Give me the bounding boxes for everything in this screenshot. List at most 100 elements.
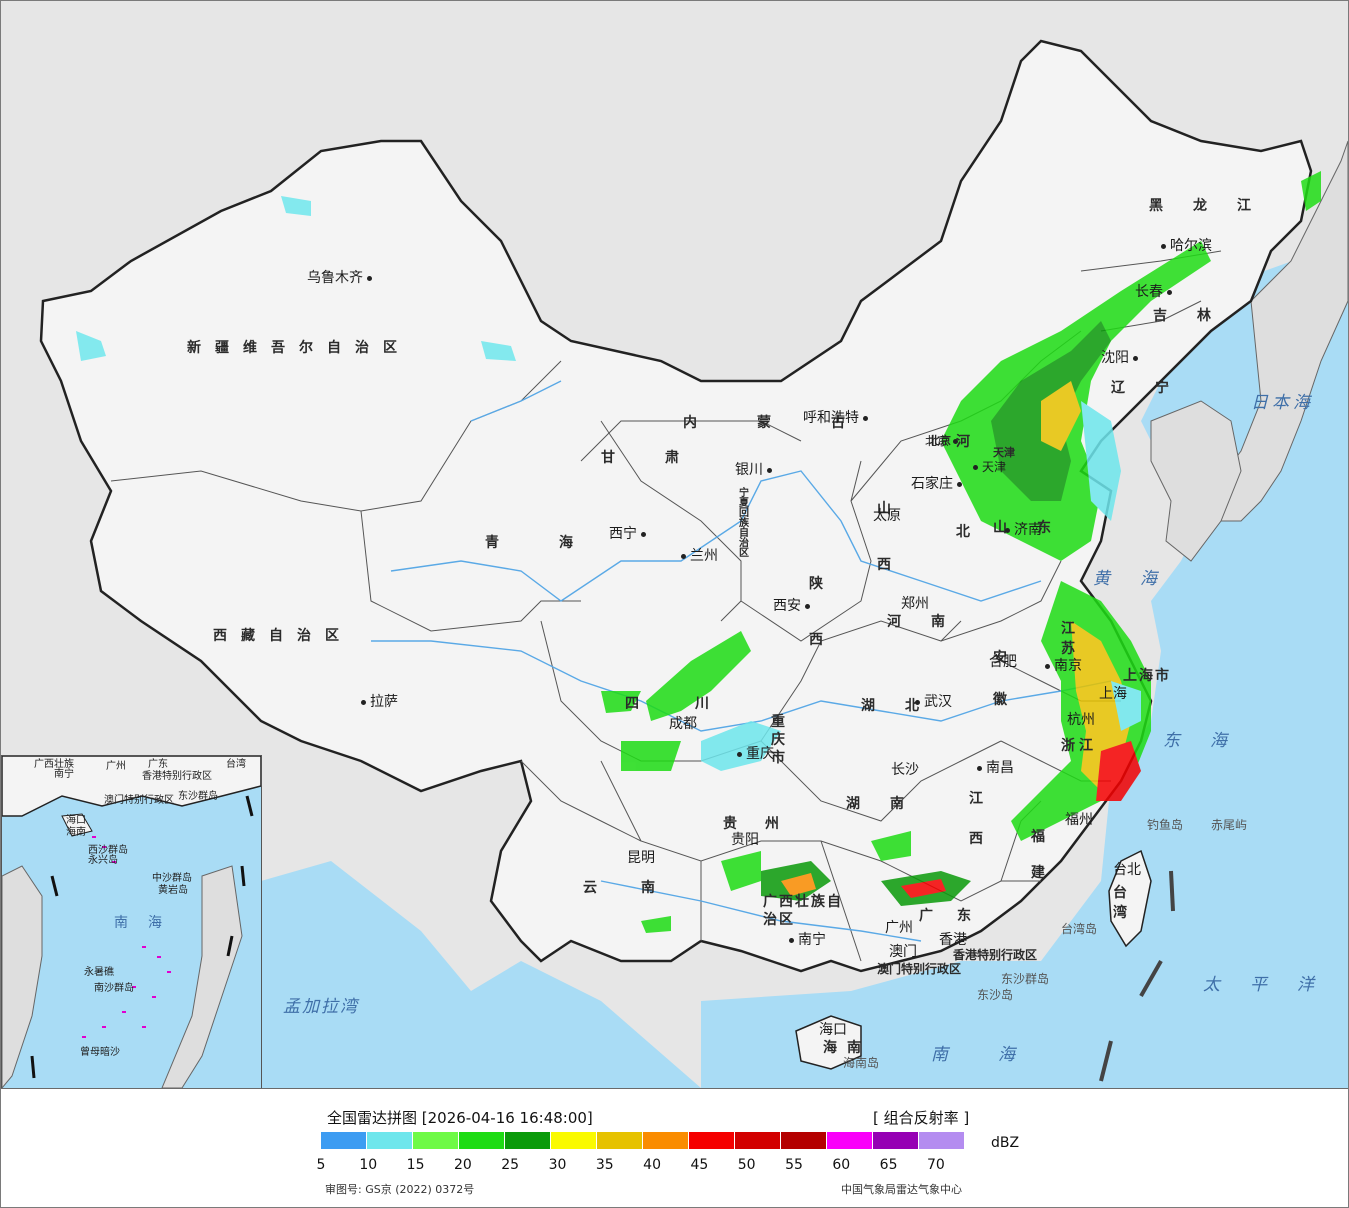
city-marker-icon (767, 467, 772, 473)
city-beijing[interactable]: 北京 (925, 435, 962, 447)
city-label: 沈阳 (1101, 350, 1129, 366)
inset-label: 东沙群岛 (178, 791, 218, 802)
city-nanning[interactable]: 南宁 (785, 933, 826, 947)
inset-label: 中沙群岛 (152, 873, 192, 884)
color-scale-bar (321, 1132, 965, 1149)
city-nanjing[interactable]: 南京 (1041, 659, 1082, 673)
city-shenyang[interactable]: 沈阳 (1101, 351, 1142, 365)
city-fuzhou[interactable]: 福州 (1065, 813, 1093, 827)
color-scale-tick-label: 25 (501, 1157, 520, 1173)
south-china-sea-inset[interactable]: 广西壮族 广州 南宁 香港特别行政区 澳门特别行政区 东沙群岛 海口 海南 西沙… (1, 755, 262, 1088)
city-changchun[interactable]: 长春 (1135, 285, 1176, 299)
color-scale-cell (735, 1132, 780, 1149)
city-xining[interactable]: 西宁 (609, 527, 650, 541)
province-label-macau: 澳门特别行政区 (877, 962, 962, 976)
rivers (371, 380, 1112, 942)
city-huhehaote[interactable]: 呼和浩特 (803, 411, 872, 425)
province-label-ningxia: 宁夏回族自治区 (739, 488, 749, 559)
legend-panel: 全国雷达拼图 [2026-04-16 16:48:00] [ 组合反射率 ] d… (1, 1089, 1348, 1207)
city-wuhan[interactable]: 武汉 (911, 695, 952, 709)
province-label-jiangsu: 江苏 (1061, 621, 1075, 657)
inset-sea-label: 南海 (114, 915, 182, 931)
inset-label: 海口 (66, 815, 86, 826)
color-scale-tick-label: 35 (595, 1157, 614, 1173)
inset-label: 澳门特别行政区 (104, 795, 174, 806)
city-marker-icon (681, 553, 686, 559)
city-jinan[interactable]: 济南 (1001, 523, 1042, 537)
color-scale-cell (321, 1132, 366, 1149)
city-label: 石家庄 (911, 476, 953, 492)
city-hefei[interactable]: 合肥 (989, 655, 1017, 669)
city-lasa[interactable]: 拉萨 (357, 695, 398, 709)
map-approval-number: 审图号: GS京 (2022) 0372号 (325, 1183, 475, 1196)
city-xian[interactable]: 西安 (773, 599, 814, 613)
city-label: 南宁 (798, 932, 826, 948)
city-marker-icon (973, 465, 978, 470)
province-label-qinghai: 青海 (485, 535, 633, 551)
city-label: 台北 (1113, 862, 1141, 878)
city-label: 乌鲁木齐 (307, 270, 363, 286)
island-label-dongsha: 东沙岛 (977, 988, 1014, 1002)
china-radar-map[interactable]: 新疆维吾尔自治区 西藏自治区 青海 甘肃 内蒙古 黑龙江 吉林 辽宁 宁夏回族自… (1, 1, 1348, 1089)
city-label: 天津 (982, 460, 1007, 474)
province-label-anhui: 安徽 (993, 650, 1007, 708)
province-label-sichuan: 四川 (625, 696, 765, 712)
province-label-shanxi: 山西 (877, 501, 891, 573)
city-hangzhou[interactable]: 杭州 (1067, 713, 1095, 727)
city-shanghai[interactable]: 上海 (1099, 687, 1127, 701)
city-label: 长春 (1135, 284, 1163, 300)
color-scale-cell (597, 1132, 642, 1149)
city-taiyuan[interactable]: 太原 (873, 509, 901, 523)
city-lanzhou[interactable]: 兰州 (677, 549, 718, 563)
color-scale-tick-label: 20 (453, 1157, 472, 1173)
color-scale-cell (367, 1132, 412, 1149)
inset-label: 广东 (148, 759, 168, 770)
city-guangzhou[interactable]: 广州 (885, 921, 913, 935)
city-label: 上海 (1099, 686, 1127, 702)
province-label-hubei: 湖北 (861, 698, 949, 714)
city-shijiazhuang[interactable]: 石家庄 (911, 477, 966, 491)
city-marker-icon (915, 699, 920, 705)
city-guiyang[interactable]: 贵阳 (731, 833, 759, 847)
city-label: 南昌 (986, 760, 1014, 776)
inset-label: 南宁 (54, 769, 74, 780)
city-tianjin[interactable]: 天津 (969, 461, 1006, 473)
province-label-shanghai: 上海市 (1123, 668, 1171, 684)
radar-echoes (76, 171, 1321, 933)
city-changsha[interactable]: 长沙 (891, 763, 919, 777)
city-taibei[interactable]: 台北 (1113, 863, 1141, 877)
city-label: 太原 (873, 508, 901, 524)
korea-land (1150, 400, 1242, 562)
province-label-neimenggu: 内蒙古 (683, 415, 905, 431)
province-label-zhejiang: 浙江 (1061, 738, 1097, 754)
color-scale-cell (459, 1132, 504, 1149)
city-chengdu[interactable]: 成都 (669, 717, 697, 731)
color-scale-cell (551, 1132, 596, 1149)
city-chongqing[interactable]: 重庆 (733, 747, 774, 761)
color-scale-tick-label: 70 (926, 1157, 945, 1173)
province-label-heilongjiang: 黑龙江 (1149, 198, 1281, 214)
city-nanchang[interactable]: 南昌 (973, 761, 1014, 775)
city-wulumuqi[interactable]: 乌鲁木齐 (307, 271, 376, 285)
color-scale-cell (689, 1132, 734, 1149)
city-yinchuan[interactable]: 银川 (735, 463, 776, 477)
map-canvas (39, 39, 1348, 1088)
city-label: 重庆 (746, 746, 774, 762)
city-kunming[interactable]: 昆明 (627, 851, 655, 865)
city-label: 郑州 (901, 596, 929, 612)
province-label-fujian: 福建 (1031, 829, 1045, 881)
city-xianggang[interactable]: 香港 (939, 933, 967, 947)
island-label-taiwan: 台湾岛 (1061, 922, 1098, 936)
city-haikou[interactable]: 海口 (819, 1023, 847, 1037)
province-label-xizang: 西藏自治区 (213, 628, 353, 644)
city-zhengzhou[interactable]: 郑州 (901, 597, 929, 611)
city-haerbin[interactable]: 哈尔滨 (1157, 239, 1212, 253)
sea-label-yellow-sea: 黄海 (1093, 569, 1187, 589)
province-label-tianjin: 天津 (993, 446, 1015, 459)
province-label-gansu: 甘肃 (601, 450, 729, 466)
province-label-hunan: 湖南 (846, 796, 934, 812)
province-label-hongkong: 香港特别行政区 (953, 948, 1038, 962)
province-label-hainan: 海南 (823, 1040, 871, 1056)
city-aomen[interactable]: 澳门 (889, 945, 917, 959)
